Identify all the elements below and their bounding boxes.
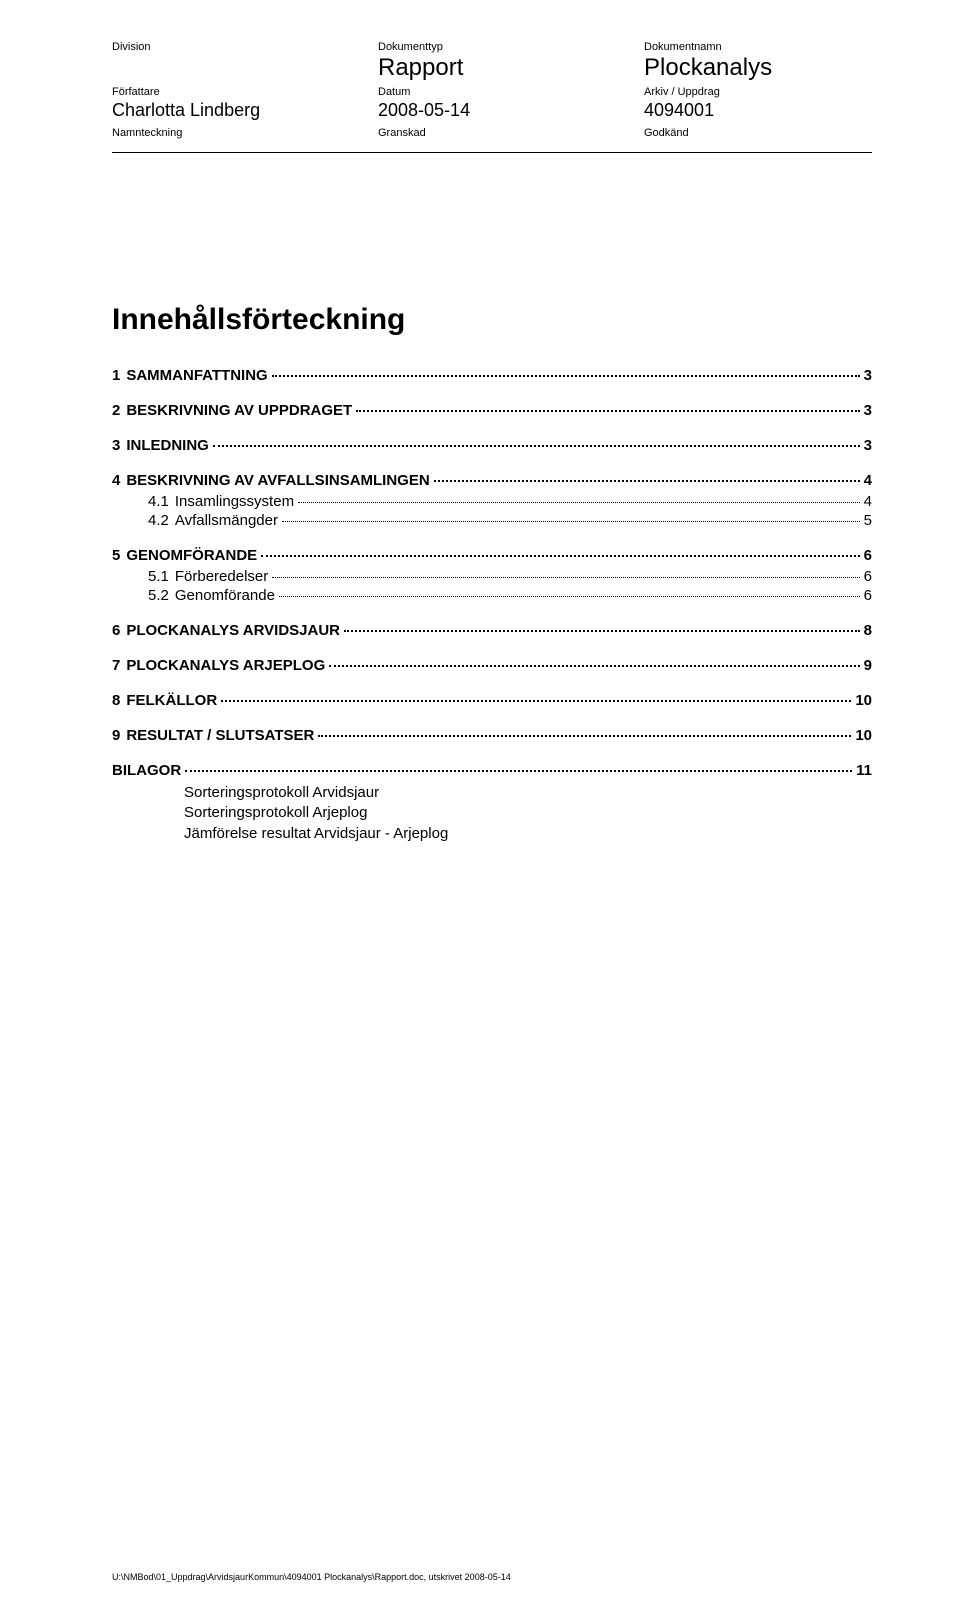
hdr-docname-label: Dokumentnamn xyxy=(644,40,872,54)
toc-dots xyxy=(282,521,860,522)
toc-page: 11 xyxy=(856,762,872,779)
toc-entry-level2: 4.2 Avfallsmängder 5 xyxy=(112,512,872,529)
toc-entry-level2: 4.1 Insamlingssystem 4 xyxy=(112,493,872,510)
toc-entry-level1: 3 INLEDNING 3 xyxy=(112,437,872,454)
hdr-reviewed-label: Granskad xyxy=(378,126,644,140)
hdr-division-label: Division xyxy=(112,40,378,54)
toc-dots xyxy=(261,555,859,557)
toc-entry-level1: 6 PLOCKANALYS ARVIDSJAUR 8 xyxy=(112,622,872,639)
toc-page: 3 xyxy=(864,402,872,419)
toc-page: 3 xyxy=(864,367,872,384)
hdr-archive-value: 4094001 xyxy=(644,99,872,122)
appendix-line: Jämförelse resultat Arvidsjaur - Arjeplo… xyxy=(184,824,872,844)
toc-page: 6 xyxy=(864,568,872,585)
toc-label: INLEDNING xyxy=(126,437,209,454)
toc-entry-level2: 5.1 Förberedelser 6 xyxy=(112,568,872,585)
hdr-archive-label: Arkiv / Uppdrag xyxy=(644,85,872,99)
toc-number: 4.1 xyxy=(148,493,169,510)
toc-number: 4.2 xyxy=(148,512,169,529)
toc-dots xyxy=(272,375,860,377)
toc-label: BESKRIVNING AV AVFALLSINSAMLINGEN xyxy=(126,472,429,489)
toc-label: PLOCKANALYS ARJEPLOG xyxy=(126,657,325,674)
toc-dots xyxy=(318,735,851,737)
toc-label: Avfallsmängder xyxy=(175,512,278,529)
page-title: Innehållsförteckning xyxy=(112,303,872,337)
hdr-approved-label: Godkänd xyxy=(644,126,872,140)
toc-label: Förberedelser xyxy=(175,568,268,585)
toc-number: 3 xyxy=(112,437,120,454)
toc-dots xyxy=(344,630,860,632)
toc-dots xyxy=(434,480,860,482)
hdr-date-label: Datum xyxy=(378,85,644,99)
toc-entry-level2: 5.2 Genomförande 6 xyxy=(112,587,872,604)
toc-dots xyxy=(272,577,859,578)
toc-label: FELKÄLLOR xyxy=(126,692,217,709)
appendix-list: Sorteringsprotokoll ArvidsjaurSorterings… xyxy=(112,783,872,844)
toc-number: 5.2 xyxy=(148,587,169,604)
document-page: Division Dokumenttyp Rapport Dokumentnam… xyxy=(0,0,960,1618)
toc-page: 6 xyxy=(864,547,872,564)
toc-entry-level1: 5 GENOMFÖRANDE 6 xyxy=(112,547,872,564)
hdr-docname-value: Plockanalys xyxy=(644,54,872,83)
toc-dots xyxy=(356,410,859,412)
appendix-line: Sorteringsprotokoll Arjeplog xyxy=(184,803,872,823)
toc-label: BILAGOR xyxy=(112,762,181,779)
toc-number: 8 xyxy=(112,692,120,709)
toc-label: GENOMFÖRANDE xyxy=(126,547,257,564)
hdr-doctype-label: Dokumenttyp xyxy=(378,40,644,54)
toc-entry-level1: 2 BESKRIVNING AV UPPDRAGET 3 xyxy=(112,402,872,419)
toc-number: 4 xyxy=(112,472,120,489)
hdr-sign-label: Namnteckning xyxy=(112,126,378,140)
toc-page: 9 xyxy=(864,657,872,674)
toc-number: 1 xyxy=(112,367,120,384)
toc-label: Insamlingssystem xyxy=(175,493,294,510)
toc-label: RESULTAT / SLUTSATSER xyxy=(126,727,314,744)
hdr-author-label: Författare xyxy=(112,85,378,99)
toc-number: 5.1 xyxy=(148,568,169,585)
toc-page: 5 xyxy=(864,512,872,529)
toc-dots xyxy=(213,445,860,447)
hdr-author-value: Charlotta Lindberg xyxy=(112,99,378,122)
toc-entry-level1: 4 BESKRIVNING AV AVFALLSINSAMLINGEN 4 xyxy=(112,472,872,489)
toc-page: 6 xyxy=(864,587,872,604)
toc-dots xyxy=(329,665,859,667)
toc-number: 5 xyxy=(112,547,120,564)
toc-entry-level1: BILAGOR 11 xyxy=(112,762,872,779)
toc-label: SAMMANFATTNING xyxy=(126,367,267,384)
toc-page: 10 xyxy=(855,727,872,744)
appendix-line: Sorteringsprotokoll Arvidsjaur xyxy=(184,783,872,803)
document-header: Division Dokumenttyp Rapport Dokumentnam… xyxy=(112,40,872,144)
toc-dots xyxy=(279,596,860,597)
toc-page: 8 xyxy=(864,622,872,639)
toc-entry-level1: 7 PLOCKANALYS ARJEPLOG 9 xyxy=(112,657,872,674)
toc-number: 7 xyxy=(112,657,120,674)
toc-label: Genomförande xyxy=(175,587,275,604)
toc-page: 10 xyxy=(855,692,872,709)
hdr-date-value: 2008-05-14 xyxy=(378,99,644,122)
hdr-doctype-value: Rapport xyxy=(378,54,644,83)
toc-dots xyxy=(185,770,852,772)
toc-entry-level1: 8 FELKÄLLOR 10 xyxy=(112,692,872,709)
toc-dots xyxy=(221,700,851,702)
toc-number: 6 xyxy=(112,622,120,639)
header-rule xyxy=(112,152,872,153)
table-of-contents: 1 SAMMANFATTNING 3 2 BESKRIVNING AV UPPDRAGE… xyxy=(112,367,872,779)
toc-entry-level1: 1 SAMMANFATTNING 3 xyxy=(112,367,872,384)
toc-label: BESKRIVNING AV UPPDRAGET xyxy=(126,402,352,419)
toc-page: 3 xyxy=(864,437,872,454)
footer-path: U:\NMBod\01_Uppdrag\ArvidsjaurKommun\409… xyxy=(112,1572,511,1582)
toc-number: 2 xyxy=(112,402,120,419)
toc-label: PLOCKANALYS ARVIDSJAUR xyxy=(126,622,340,639)
toc-page: 4 xyxy=(864,472,872,489)
toc-number: 9 xyxy=(112,727,120,744)
toc-page: 4 xyxy=(864,493,872,510)
toc-entry-level1: 9 RESULTAT / SLUTSATSER 10 xyxy=(112,727,872,744)
toc-dots xyxy=(298,502,860,503)
